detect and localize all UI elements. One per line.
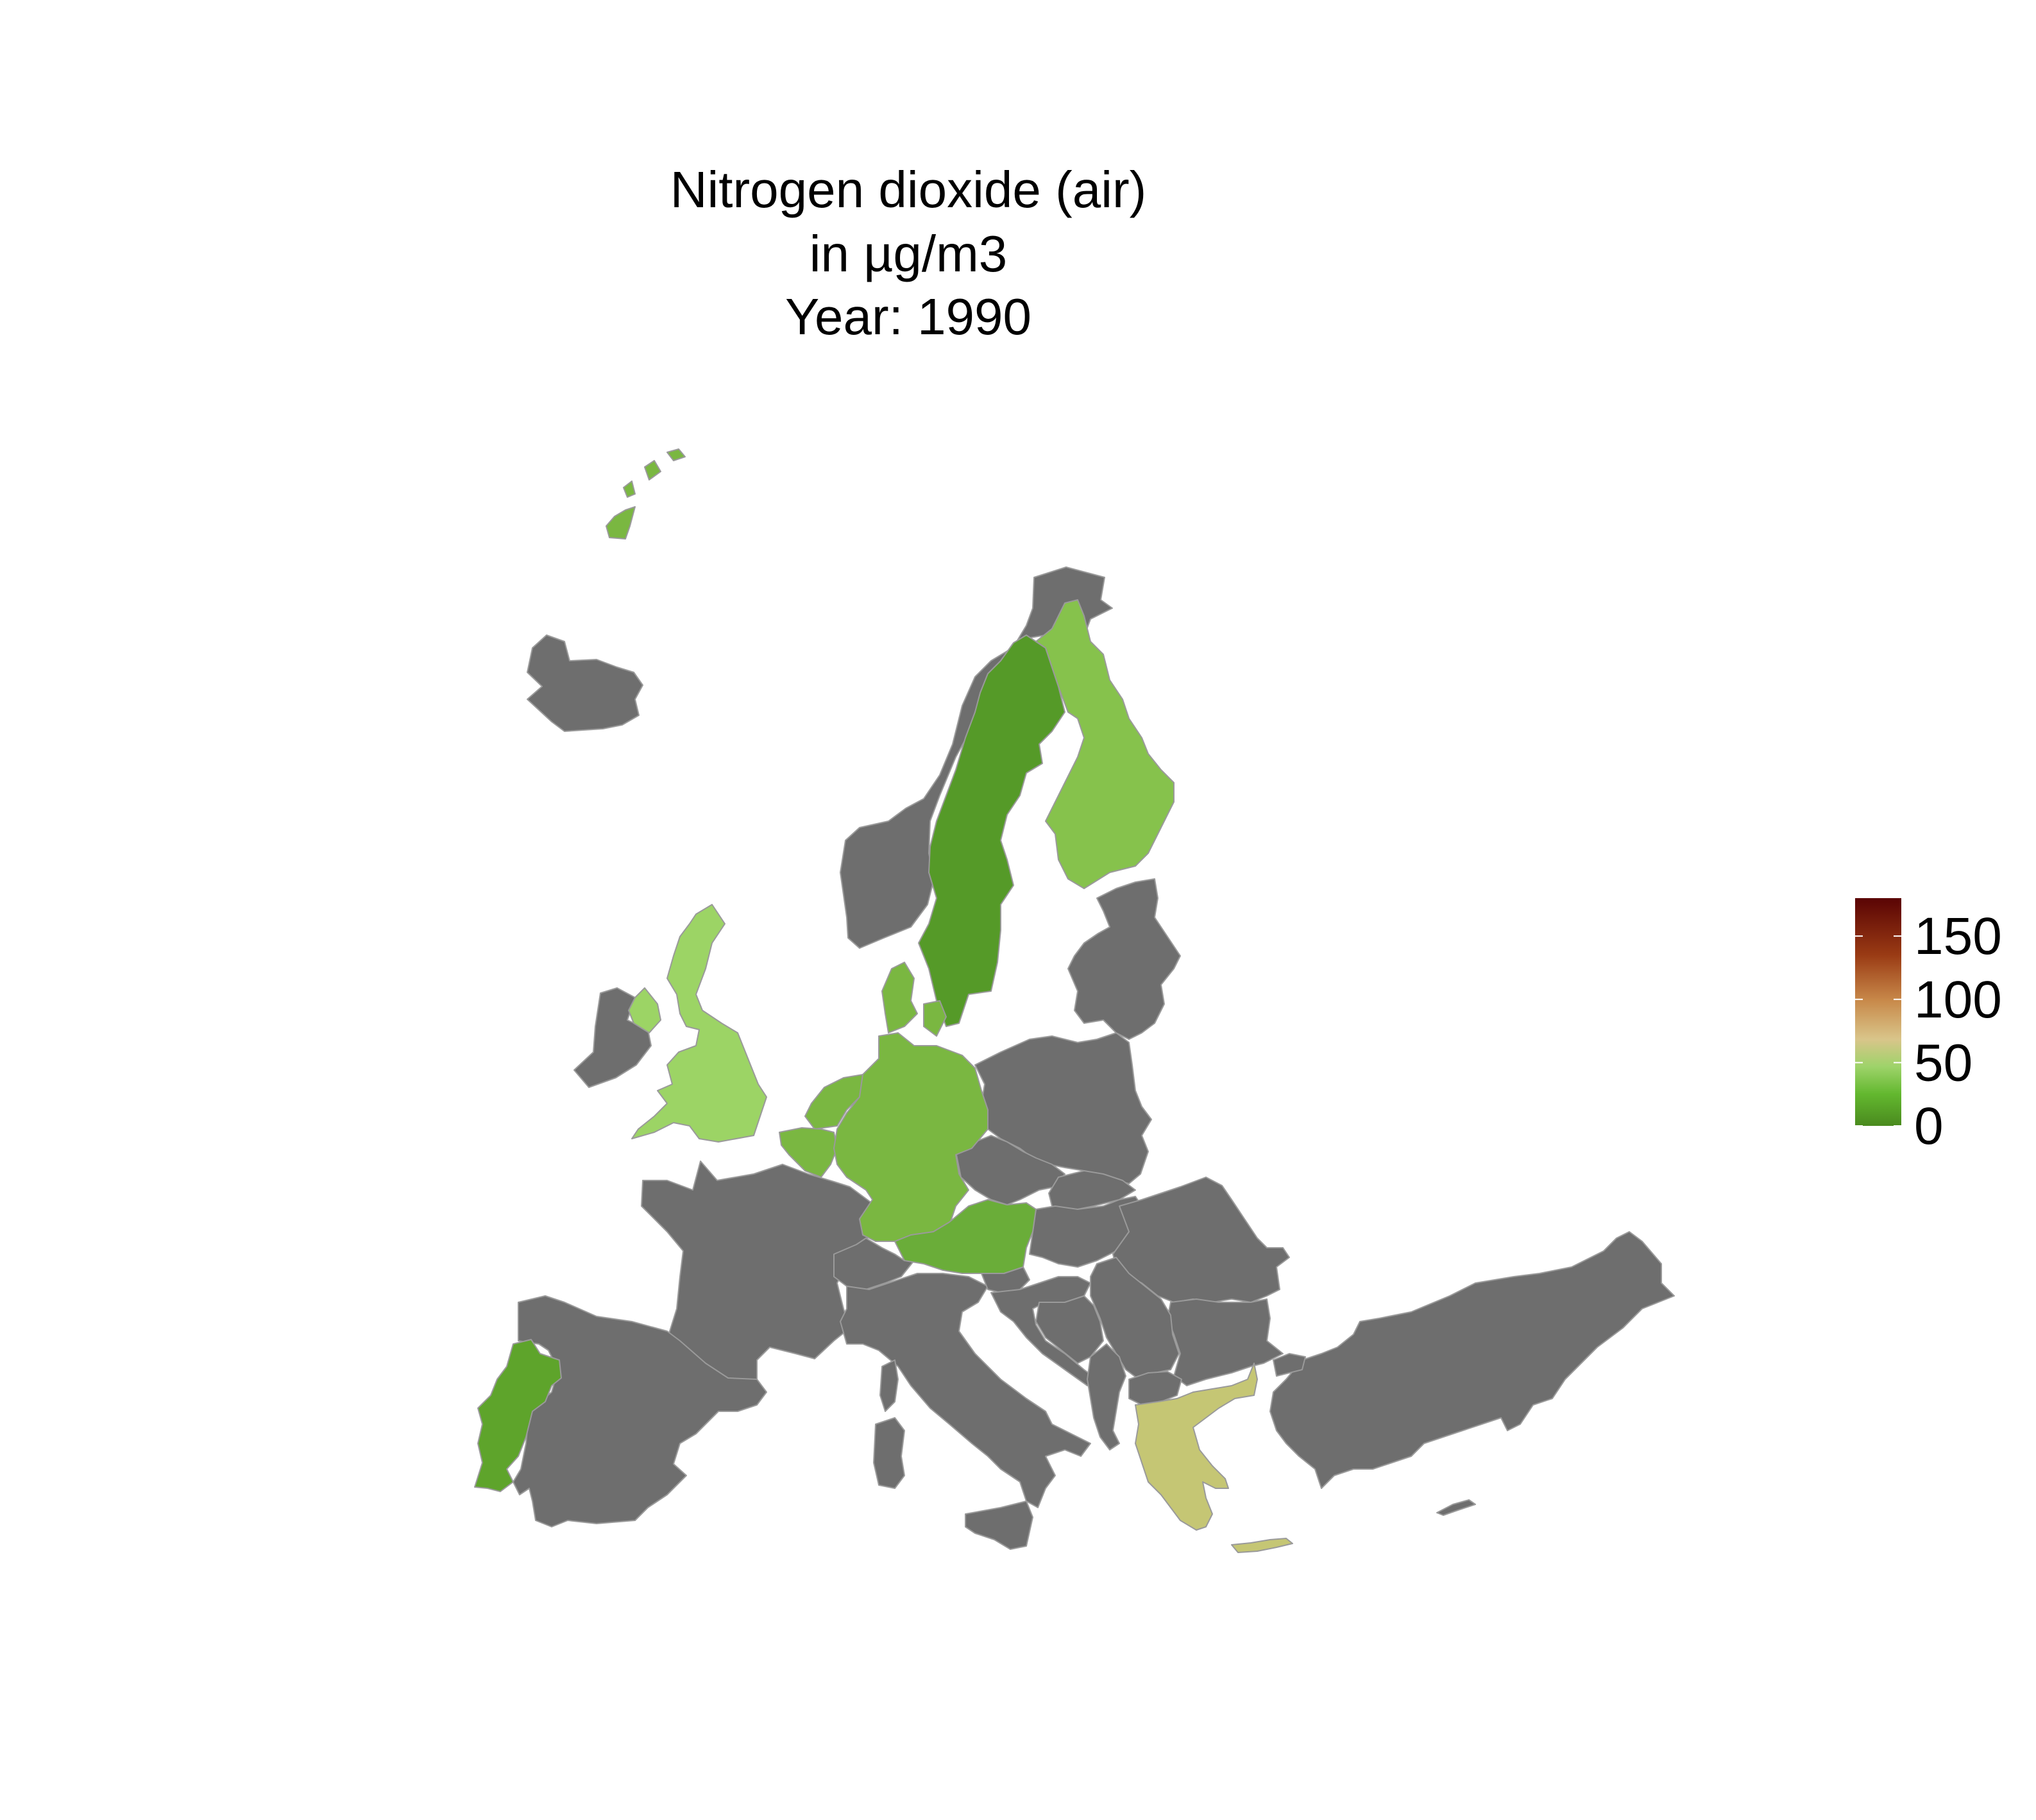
country-iceland [527,634,643,732]
title-line-3: Year: 1990 [785,288,1031,345]
country-portugal [474,1339,562,1492]
country-turkey-europe [1273,1353,1306,1377]
country-bosnia-herzegovina [1035,1295,1104,1364]
country-greece [1135,1363,1258,1531]
country-denmark [881,962,947,1037]
country-north-macedonia [1128,1371,1182,1406]
legend-tick-label: 50 [1914,1033,1972,1092]
legend-tick-label: 0 [1914,1097,1944,1155]
country-turkey [1269,1231,1675,1489]
country-slovakia [1048,1170,1136,1213]
no-data-countries [513,566,1675,1550]
title-line-2: in µg/m3 [810,225,1007,282]
country-bulgaria [1167,1298,1284,1386]
country-italy [840,1273,1091,1508]
country-belgium [779,1127,838,1178]
country-montenegro-albania [1087,1343,1126,1450]
country-sicily [965,1501,1033,1550]
legend-tick-label: 150 [1914,907,2002,965]
country-crete [1231,1538,1293,1553]
country-svalbard [606,448,686,540]
legend-tick-label: 100 [1914,971,2002,1029]
country-sardinia [873,1417,905,1489]
country-austria [894,1199,1037,1274]
country-corsica [879,1359,899,1412]
data-countries [474,448,1293,1553]
country-sweden [918,634,1065,1027]
legend-colorbar [1855,898,1901,1126]
country-finland [1035,599,1175,889]
country-baltics [1067,878,1181,1040]
country-northern-ireland [628,987,661,1033]
title-line-1: Nitrogen dioxide (air) [670,161,1147,218]
country-cyprus [1436,1499,1476,1516]
country-united-kingdom [631,904,767,1143]
country-netherlands [804,1074,863,1130]
country-croatia [990,1276,1098,1386]
map-title: Nitrogen dioxide (air) in µg/m3 Year: 19… [670,161,1147,345]
